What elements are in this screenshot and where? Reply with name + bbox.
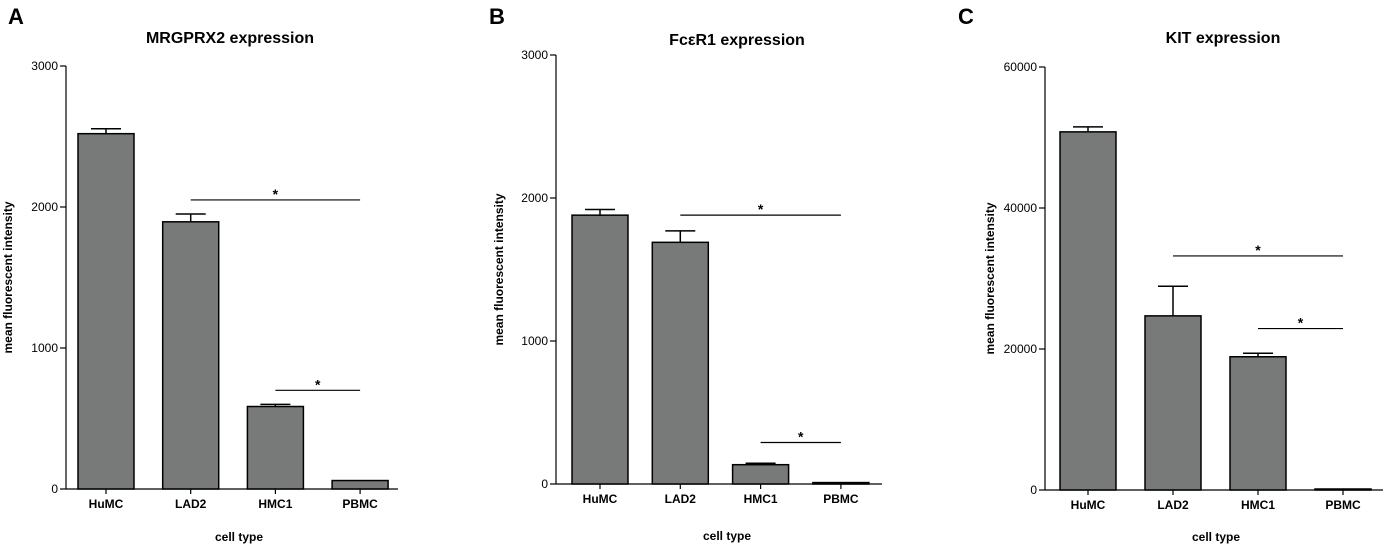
y-tick-label: 20000 (1004, 342, 1038, 356)
category-label: HuMC (1071, 498, 1106, 512)
bar-lad2 (1144, 315, 1202, 491)
category-label: PBMC (823, 492, 859, 506)
y-axis-label: mean fluorescent intensity (1, 201, 15, 353)
bar-lad2 (651, 241, 710, 485)
y-axis-label: mean fluorescent intensity (983, 202, 997, 354)
y-tick-label: 2000 (31, 200, 58, 214)
y-tick-label: 3000 (31, 59, 58, 73)
y-tick-label: 40000 (1004, 201, 1038, 215)
y-tick-label: 2000 (521, 191, 548, 205)
y-tick-label: 60000 (1004, 60, 1038, 74)
chart-panel-c: C KIT expression 0 20000 40000 60000 mean fluo… (958, 4, 1383, 544)
bar-pbmc (812, 481, 870, 485)
category-label: HuMC (89, 497, 124, 511)
category-label: LAD2 (175, 497, 207, 511)
bar-humc (1059, 131, 1117, 491)
bar-pbmc (1314, 488, 1372, 491)
y-axis-label: mean fluorescent intensity (492, 193, 506, 345)
chart-title: KIT expression (1166, 30, 1281, 47)
chart-title: FcεR1 expression (669, 32, 805, 49)
y-tick-label: 0 (51, 482, 58, 496)
chart-title: MRGPRX2 expression (146, 30, 314, 47)
y-tick-label: 0 (1030, 483, 1037, 497)
category-label: PBMC (1325, 498, 1361, 512)
category-label: HMC1 (258, 497, 292, 511)
x-axis-label: cell type (215, 530, 263, 544)
y-tick-label: 1000 (521, 334, 548, 348)
chart-panel-b: B FcεR1 expression 0 1000 2000 3000 mean fluor… (489, 4, 882, 543)
panel-letter: A (8, 4, 24, 29)
y-tick-label: 3000 (521, 48, 548, 62)
bar-humc (571, 214, 629, 485)
panel-letter: C (958, 4, 974, 29)
panel-letter: B (489, 4, 505, 29)
x-axis-label: cell type (703, 529, 751, 543)
category-label: PBMC (342, 497, 378, 511)
category-label: LAD2 (665, 492, 697, 506)
significance-star: * (758, 201, 764, 217)
bar-humc (77, 132, 135, 490)
bar-hmc1 (731, 463, 790, 485)
y-tick-label: 0 (541, 477, 548, 491)
chart-panel-a: A MRGPRX2 expression 0 1000 2000 3000 mean flu… (1, 4, 398, 544)
bar-hmc1 (1229, 356, 1287, 491)
category-label: LAD2 (1157, 498, 1189, 512)
bar-hmc1 (246, 405, 305, 490)
bar-pbmc (331, 479, 389, 490)
significance-star: * (273, 186, 279, 202)
category-label: HMC1 (1241, 498, 1275, 512)
significance-star: * (1255, 242, 1261, 258)
category-label: HuMC (583, 492, 618, 506)
significance-star: * (315, 376, 321, 392)
category-label: HMC1 (744, 492, 778, 506)
significance-star: * (798, 429, 804, 445)
bar-lad2 (161, 221, 220, 490)
y-tick-label: 1000 (31, 341, 58, 355)
x-axis-label: cell type (1192, 530, 1240, 544)
significance-star: * (1298, 315, 1304, 331)
